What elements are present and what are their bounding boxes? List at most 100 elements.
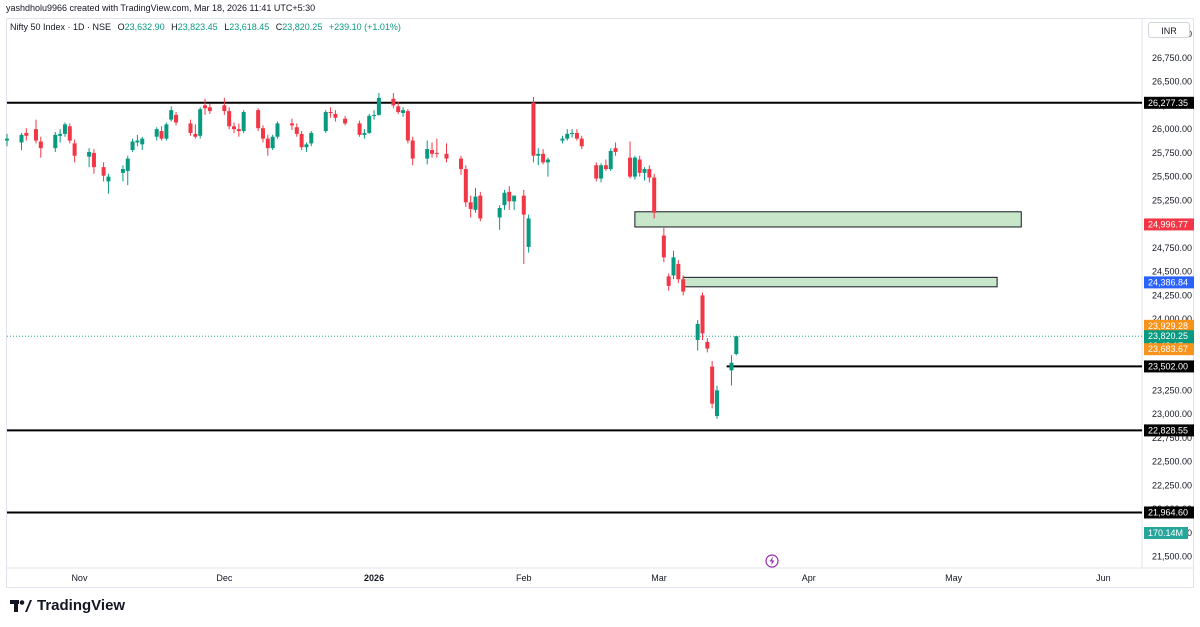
candle-body bbox=[531, 102, 536, 156]
x-tick-label: Jun bbox=[1096, 573, 1111, 583]
candle-body bbox=[536, 153, 541, 156]
candle-body bbox=[594, 165, 599, 179]
candle-body bbox=[101, 167, 106, 176]
candle-body bbox=[574, 132, 579, 139]
candle-body bbox=[671, 257, 676, 276]
candle-body bbox=[120, 169, 125, 173]
candle-body bbox=[72, 143, 77, 156]
candle-body bbox=[468, 202, 473, 209]
open-value: 23,632.90 bbox=[124, 22, 165, 32]
candle-body bbox=[188, 123, 193, 133]
candle-body bbox=[67, 126, 72, 141]
candle-body bbox=[159, 131, 164, 139]
candle-body bbox=[401, 110, 406, 113]
volume-badge bbox=[1144, 527, 1188, 539]
candle-body bbox=[362, 132, 367, 135]
y-tick-label: 26,000.00 bbox=[1152, 124, 1192, 134]
candle-body bbox=[497, 207, 502, 218]
candle-body bbox=[444, 153, 449, 159]
candle-body bbox=[357, 123, 362, 135]
candle-body bbox=[410, 140, 415, 159]
candle-body bbox=[599, 165, 604, 179]
y-tick-label: 22,500.00 bbox=[1152, 457, 1192, 467]
candle-body bbox=[734, 336, 739, 354]
candle-body bbox=[700, 295, 705, 334]
high-value: 23,823.45 bbox=[177, 22, 218, 32]
low-label: L bbox=[224, 22, 230, 32]
supply-zone bbox=[682, 276, 998, 288]
candle-body bbox=[502, 192, 507, 206]
price-badge-label: 23,929.28 bbox=[1148, 321, 1188, 331]
level-badge bbox=[1144, 360, 1194, 373]
candle-body bbox=[632, 157, 637, 177]
candle-body bbox=[62, 124, 67, 134]
candle-body bbox=[541, 153, 546, 163]
high-label: H bbox=[171, 22, 178, 32]
currency-button[interactable]: INR bbox=[1148, 22, 1190, 38]
y-tick-label: 24,500.00 bbox=[1152, 267, 1192, 277]
candle-body bbox=[512, 195, 517, 202]
y-tick-label: 22,750.00 bbox=[1152, 433, 1192, 443]
open-label: O bbox=[117, 22, 125, 32]
candle-body bbox=[613, 148, 618, 152]
candle-body bbox=[666, 276, 671, 286]
candle-body bbox=[33, 129, 38, 141]
candle-body bbox=[256, 110, 261, 129]
candle-body bbox=[603, 165, 608, 170]
candle-body bbox=[87, 151, 92, 157]
y-tick-label: 22,250.00 bbox=[1152, 480, 1192, 490]
symbol-legend: Nifty 50 Index · 1D · NSE O23,632.90 H23… bbox=[10, 22, 401, 32]
candle-body bbox=[545, 159, 550, 163]
candle-body bbox=[425, 149, 430, 159]
candle-body bbox=[642, 169, 647, 173]
candle-body bbox=[227, 111, 232, 127]
candle-body bbox=[198, 109, 203, 136]
y-tick-label: 21,500.00 bbox=[1152, 552, 1192, 562]
candle-body bbox=[299, 133, 304, 148]
price-badge-label: 24,386.84 bbox=[1148, 277, 1188, 287]
candle-body bbox=[695, 323, 700, 341]
x-tick-label: Apr bbox=[802, 573, 816, 583]
x-tick-label: 2026 bbox=[364, 573, 384, 583]
candle-body bbox=[169, 110, 174, 120]
candle-body bbox=[729, 362, 734, 371]
price-badge-label: 23,820.25 bbox=[1148, 331, 1188, 341]
candle-body bbox=[652, 177, 657, 213]
candle-body bbox=[705, 341, 710, 349]
lightning-bolt-icon bbox=[769, 556, 775, 566]
attribution-text: yashdholu9966 created with TradingView.c… bbox=[6, 3, 316, 13]
level-badge-label: 21,964.60 bbox=[1148, 507, 1188, 517]
candle-body bbox=[372, 114, 377, 116]
candle-body bbox=[681, 279, 686, 292]
candle-body bbox=[526, 218, 531, 247]
price-badge bbox=[1144, 319, 1194, 332]
candle-body bbox=[232, 126, 236, 130]
candle-body bbox=[376, 97, 381, 115]
candle-body bbox=[53, 134, 58, 149]
candle-body bbox=[207, 107, 212, 112]
candle-body bbox=[661, 235, 666, 258]
candle-body bbox=[19, 134, 24, 143]
candle-body bbox=[507, 191, 512, 202]
candle-body bbox=[38, 141, 43, 149]
candle-body bbox=[570, 132, 575, 134]
y-tick-label: 25,500.00 bbox=[1152, 172, 1192, 182]
candle-body bbox=[130, 141, 135, 151]
y-tick-label: 26,500.00 bbox=[1152, 77, 1192, 87]
price-badge bbox=[1144, 218, 1194, 231]
candle-body bbox=[5, 138, 9, 141]
candle-body bbox=[459, 158, 463, 170]
candle-body bbox=[294, 127, 299, 134]
price-badge bbox=[1144, 343, 1194, 356]
candle-body bbox=[275, 123, 280, 137]
candle-body bbox=[463, 169, 468, 203]
candle-body bbox=[304, 144, 309, 148]
candle-body bbox=[710, 366, 715, 404]
x-tick-label: Dec bbox=[216, 573, 233, 583]
y-tick-label: 26,750.00 bbox=[1152, 53, 1192, 63]
candle-body bbox=[391, 98, 396, 106]
price-badge bbox=[1144, 276, 1194, 289]
candle-body bbox=[106, 176, 111, 182]
candle-body bbox=[91, 152, 96, 168]
